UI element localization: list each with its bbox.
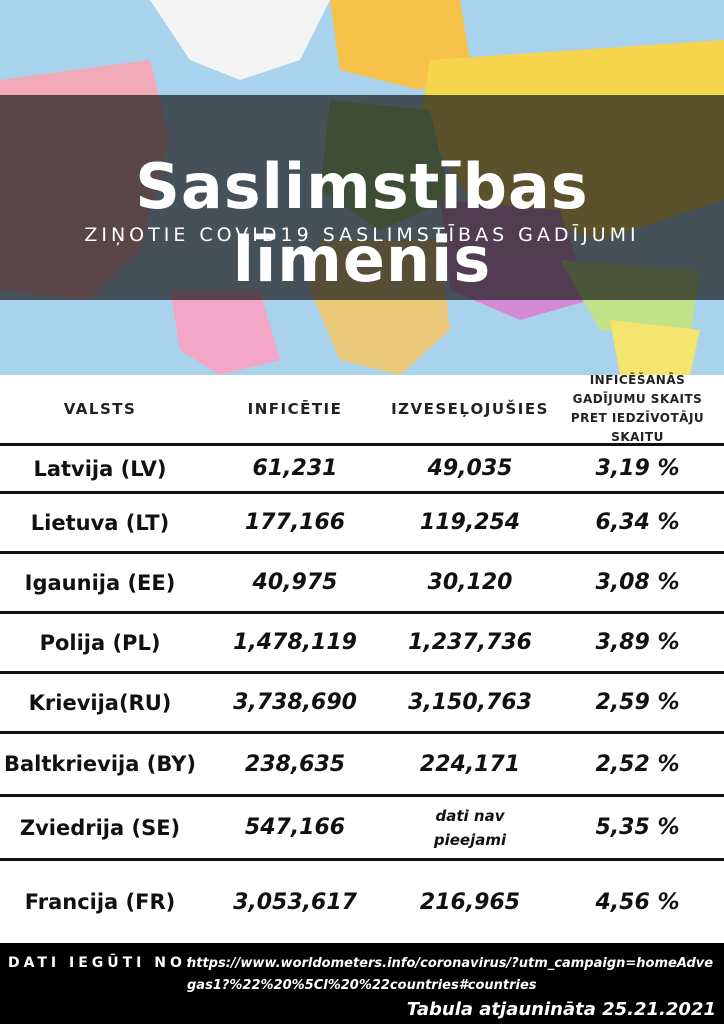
column-header: INFICĒTIE xyxy=(247,400,343,418)
table-cell: 49,035 xyxy=(427,456,513,481)
header-rule xyxy=(0,443,724,446)
column-header: INFICĒŠANĀS GADĪJUMU SKAITS PRET IEDZĪVO… xyxy=(570,373,705,444)
table-row: Zviedrija (SE) 547,166 dati nav pieejami 5,… xyxy=(0,797,724,861)
table-cell: 3,738,690 xyxy=(233,690,357,715)
table-cell: dati nav pieejami xyxy=(433,806,507,849)
country: Polija (PL) xyxy=(39,630,161,655)
table-cell: 4,56 % xyxy=(595,889,680,915)
table-cell: 3,19 % xyxy=(595,456,680,481)
table-cell: 119,254 xyxy=(419,510,521,535)
table-cell: 2,59 % xyxy=(595,690,680,715)
table-cell: 224,171 xyxy=(419,751,521,777)
table-row: Francija (FR) 3,053,617 216,965 4,56 % xyxy=(0,861,724,943)
table-cell: 1,237,736 xyxy=(408,630,532,655)
column-header: IZVESEĻOJUŠIES xyxy=(391,400,549,418)
table-cell: 216,965 xyxy=(419,889,521,915)
table-cell: 177,166 xyxy=(244,510,346,535)
title: Saslimstības līmenis xyxy=(135,150,589,296)
country: Lietuva (LT) xyxy=(30,510,170,535)
table-cell: 30,120 xyxy=(427,570,513,595)
source-label: DATI IEGŪTI NO: xyxy=(8,955,196,971)
country: Latvija (LV) xyxy=(33,456,167,481)
source-url: https://www.worldometers.info/coronaviru… xyxy=(187,956,714,993)
table-cell: 2,52 % xyxy=(595,751,680,777)
table-cell: 6,34 % xyxy=(595,510,680,535)
table-row: Igaunija (EE) 40,975 30,120 3,08 % xyxy=(0,554,724,614)
country: Zviedrija (SE) xyxy=(19,815,181,840)
table-cell: 3,053,617 xyxy=(233,889,357,915)
table-row: Krievija(RU) 3,738,690 3,150,763 2,59 % xyxy=(0,674,724,734)
subtitle: ZIŅOTIE COVID19 SASLIMSTĪBAS GADĪJUMI xyxy=(84,224,640,246)
table-cell: 3,08 % xyxy=(595,570,680,595)
table-row: Lietuva (LT) 177,166 119,254 6,34 % xyxy=(0,494,724,554)
country: Francija (FR) xyxy=(24,890,176,914)
updated-note: Tabula atjaunināta 25.21.2021 xyxy=(406,999,716,1020)
table-cell: 238,635 xyxy=(244,751,346,777)
table-row: Baltkrievija (BY) 238,635 224,171 2,52 % xyxy=(0,734,724,797)
country: Krievija(RU) xyxy=(28,690,172,715)
table-cell: 5,35 % xyxy=(595,815,680,840)
country: Igaunija (EE) xyxy=(24,570,176,595)
table-cell: 3,89 % xyxy=(595,630,680,655)
column-header: VALSTS xyxy=(63,400,137,418)
table-cell: 3,150,763 xyxy=(408,690,532,715)
table-row: Latvija (LV) 61,231 49,035 3,19 % xyxy=(0,446,724,494)
table-cell: 40,975 xyxy=(252,570,338,595)
footer: DATI IEGŪTI NO: https://www.worldometers… xyxy=(0,943,724,1024)
title-band xyxy=(0,95,724,300)
table-cell: 1,478,119 xyxy=(233,630,357,655)
table-cell: 61,231 xyxy=(252,456,338,481)
country: Baltkrievija (BY) xyxy=(3,752,196,776)
table-row: Polija (PL) 1,478,119 1,237,736 3,89 % xyxy=(0,614,724,674)
table-cell: 547,166 xyxy=(244,815,346,840)
